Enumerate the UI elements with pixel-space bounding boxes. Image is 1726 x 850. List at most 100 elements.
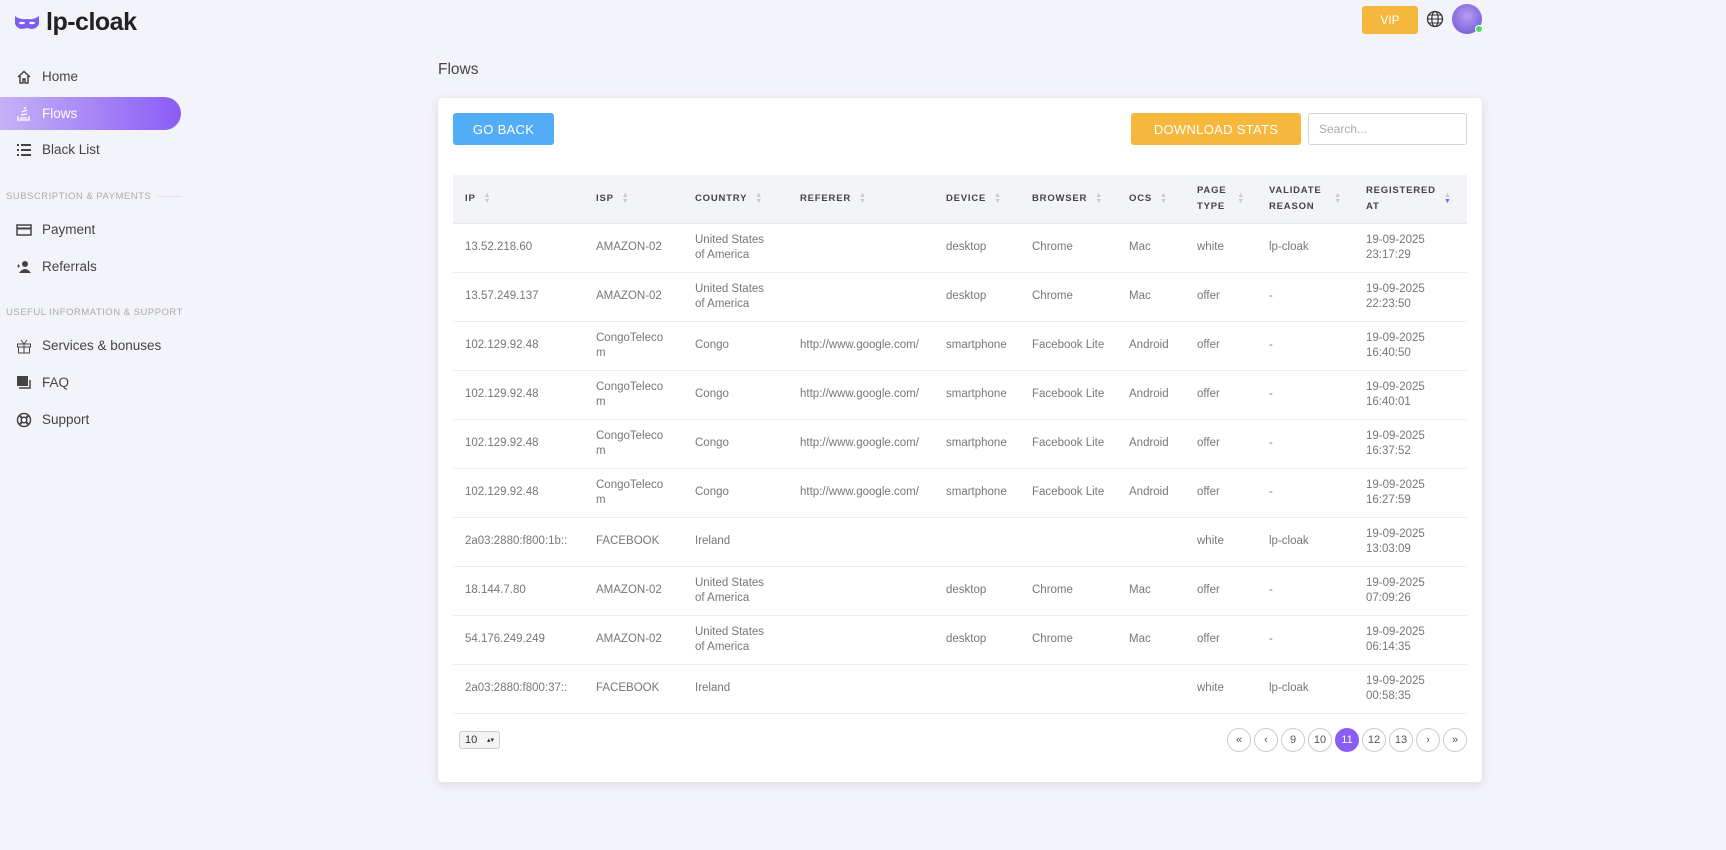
sidebar-item-support[interactable]: Support [0, 403, 181, 436]
globe-icon[interactable] [1426, 10, 1444, 28]
sort-icon[interactable]: ▲ ▼ [859, 191, 867, 205]
table-row: 102.129.92.48 CongoTelecom Congo http://www… [453, 370, 1467, 420]
faq-icon [17, 375, 31, 389]
cell-country: Congo [683, 321, 788, 371]
page-title: Flows [438, 61, 479, 78]
column-header-page-type[interactable]: PAGE TYPE ▲ ▼ [1185, 175, 1257, 224]
sidebar-item-home[interactable]: Home [0, 60, 181, 93]
sidebar-item-black-list[interactable]: Black List [0, 133, 181, 166]
cell-page-type: offer [1185, 468, 1257, 518]
section-divider [157, 196, 182, 197]
column-header-validate-reason[interactable]: VALIDATE REASON ▲ ▼ [1257, 175, 1354, 224]
column-header-label: REGISTERED AT [1366, 184, 1436, 212]
cell-validate-reason: - [1257, 272, 1354, 322]
cell-page-type: white [1185, 664, 1257, 714]
column-header-label: PAGE TYPE [1197, 184, 1227, 212]
avatar[interactable] [1452, 4, 1483, 34]
column-header-ocs[interactable]: OCS ▲ ▼ [1117, 175, 1185, 224]
cell-referer [788, 566, 934, 616]
sort-icon[interactable]: ▲ ▼ [1237, 191, 1245, 205]
flows-card: GO BACK DOWNLOAD STATS IP ▲▼ ISP ▲▼ COUNTRY ▲… [438, 98, 1482, 782]
sidebar-item-payment[interactable]: Payment [0, 213, 181, 246]
cell-isp: AMAZON-02 [584, 615, 683, 665]
cell-page-type: offer [1185, 321, 1257, 371]
gift-icon [17, 339, 31, 353]
sidebar-item-services[interactable]: Services & bonuses [0, 329, 181, 362]
cell-device: smartphone [934, 321, 1020, 371]
sidebar-item-label: FAQ [42, 375, 70, 390]
cell-browser: Chrome [1020, 566, 1117, 616]
cell-ip: 18.144.7.80 [453, 566, 584, 616]
pagination-next-button[interactable]: › [1416, 728, 1440, 752]
cell-ocs [1117, 664, 1185, 714]
select-arrows-icon: ▴▾ [486, 737, 494, 744]
column-header-browser[interactable]: BROWSER ▲ ▼ [1020, 175, 1117, 224]
column-header-registered-at[interactable]: REGISTERED AT ▲ ▼ [1354, 175, 1467, 224]
column-header-country[interactable]: COUNTRY ▲ ▼ [683, 175, 788, 224]
cell-isp: AMAZON-02 [584, 223, 683, 273]
cell-browser: Facebook Lite [1020, 419, 1117, 469]
column-header-label: COUNTRY [695, 192, 748, 204]
sort-icon[interactable]: ▲ ▼ [621, 191, 630, 205]
cell-ip: 2a03:2880:f800:1b:: [453, 517, 584, 567]
cell-validate-reason: - [1257, 615, 1354, 665]
cell-registered-at: 19-09-2025 22:23:50 [1354, 272, 1467, 322]
cell-country: Congo [683, 468, 788, 518]
cell-page-type: offer [1185, 370, 1257, 420]
cell-device: desktop [934, 566, 1020, 616]
cell-validate-reason: lp-cloak [1257, 223, 1354, 273]
sort-icon[interactable]: ▲ ▼ [1095, 191, 1103, 205]
column-header-ip[interactable]: IP ▲ ▼ [453, 175, 584, 224]
pagination-last-button[interactable]: » [1443, 728, 1467, 752]
sidebar-item-label: Payment [42, 222, 96, 237]
cell-isp: CongoTelecom [584, 419, 683, 469]
cell-ip: 13.52.218.60 [453, 223, 584, 273]
page-button[interactable]: 9 [1281, 728, 1305, 752]
sort-icon[interactable]: ▲ ▼ [1444, 191, 1452, 205]
cell-page-type: offer [1185, 566, 1257, 616]
sidebar-item-label: Support [42, 412, 90, 427]
vip-button[interactable]: VIP [1362, 6, 1418, 34]
search-input[interactable] [1308, 113, 1467, 145]
list-icon [17, 143, 31, 156]
cell-referer [788, 615, 934, 665]
sidebar-item-flows[interactable]: Flows [0, 97, 181, 130]
page-button[interactable]: 13 [1389, 728, 1413, 752]
table-row: 13.52.218.60 AMAZON-02 United States of Am… [453, 223, 1467, 273]
column-header-isp[interactable]: ISP ▲ ▼ [584, 175, 683, 224]
cell-browser: Facebook Lite [1020, 468, 1117, 518]
sidebar-item-referrals[interactable]: Referrals [0, 250, 181, 283]
cell-ocs: Mac [1117, 272, 1185, 322]
column-header-device[interactable]: DEVICE ▲ ▼ [934, 175, 1020, 224]
cell-browser: Facebook Lite [1020, 321, 1117, 371]
pagination-prev-button[interactable]: ‹ [1254, 728, 1278, 752]
pagination-first-button[interactable]: « [1227, 728, 1251, 752]
credit-card-icon [16, 223, 32, 236]
go-back-button[interactable]: GO BACK [453, 113, 554, 145]
table-row: 102.129.92.48 CongoTelecom Congo http://www… [453, 321, 1467, 371]
sort-icon[interactable]: ▲ ▼ [1334, 191, 1342, 205]
sort-icon[interactable]: ▲ ▼ [755, 191, 763, 205]
mask-logo-icon [15, 15, 39, 29]
download-stats-button[interactable]: DOWNLOAD STATS [1131, 113, 1301, 145]
sidebar-item-faq[interactable]: FAQ [0, 366, 181, 399]
column-header-referer[interactable]: REFERER ▲ ▼ [788, 175, 934, 224]
cell-ip: 54.176.249.249 [453, 615, 584, 665]
cell-browser: Chrome [1020, 272, 1117, 322]
per-page-select[interactable]: 10 ▴▾ [459, 731, 500, 749]
page-button[interactable]: 10 [1308, 728, 1332, 752]
cell-referer: http://www.google.com/ [788, 370, 934, 420]
page-button[interactable]: 11 [1335, 728, 1359, 752]
home-icon [17, 69, 31, 84]
cell-device: desktop [934, 615, 1020, 665]
sort-icon[interactable]: ▲ ▼ [1160, 191, 1168, 205]
cell-browser: Facebook Lite [1020, 370, 1117, 420]
logo[interactable]: lp-cloak [14, 8, 137, 37]
sort-icon[interactable]: ▲ ▼ [994, 191, 1002, 205]
cell-country: United States of America [683, 223, 788, 273]
sort-icon[interactable]: ▲ ▼ [483, 191, 492, 205]
cell-validate-reason: - [1257, 468, 1354, 518]
sidebar-item-label: Black List [42, 142, 100, 157]
page-button[interactable]: 12 [1362, 728, 1386, 752]
cell-ocs: Android [1117, 419, 1185, 469]
